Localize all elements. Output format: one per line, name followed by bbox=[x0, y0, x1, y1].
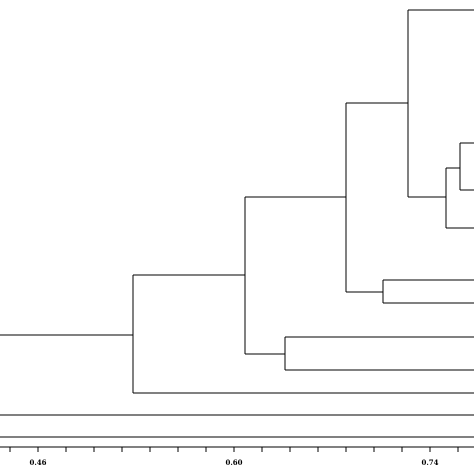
x-tick-label: 0.60 bbox=[225, 458, 242, 467]
x-axis: 0.46 0.60 0.74 bbox=[0, 446, 474, 467]
x-tick-label: 0.74 bbox=[421, 458, 438, 467]
tree-branches bbox=[0, 9, 474, 438]
x-tick-label: 0.46 bbox=[29, 458, 46, 467]
